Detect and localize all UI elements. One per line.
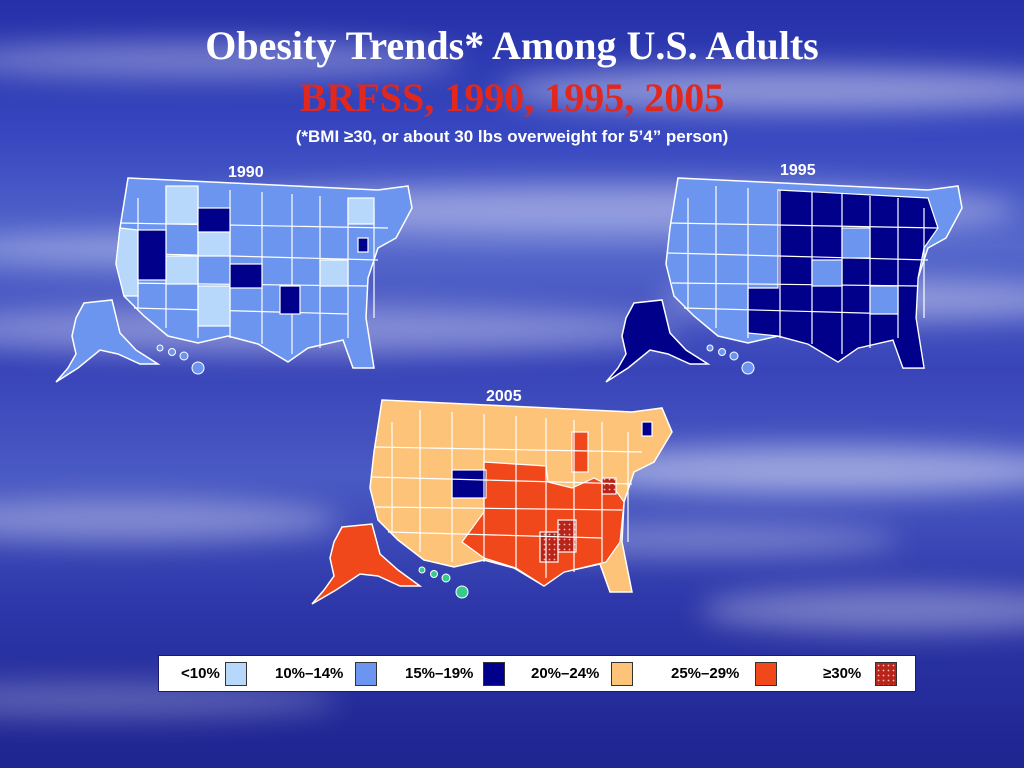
year-label-1995: 1995 [780,162,816,179]
hawaii-1995 [706,344,755,375]
bmi-note: (*BMI ≥30, or about 30 lbs overweight fo… [295,127,729,146]
legend-label: 20%–24% [531,665,600,682]
legend-swatch-dotted [875,662,897,686]
state-grid-2005 [371,410,643,578]
mid-states-1995 [811,227,899,315]
legend-label: 25%–29% [671,665,740,682]
legend-swatch [225,662,247,686]
year-label-1990: 1990 [228,164,264,181]
legend-label: 15%–19% [405,665,474,682]
alaska-1990 [55,299,161,383]
us-map-1995 [605,177,963,383]
legend-swatch [755,662,777,686]
light-states-1990 [115,185,375,327]
legend-label: 10%–14% [275,665,344,682]
contiguous-us-1990 [115,177,413,369]
us-map-1990 [55,177,413,383]
red-states-2005 [461,431,625,587]
page-subtitle: BRFSS, 1990, 1995, 2005 [299,75,725,120]
year-label-2005: 2005 [486,388,522,405]
us-map-2005 [311,399,673,605]
page-title: Obesity Trends* Among U.S. Adults [205,23,819,68]
legend: <10% 10%–14% 15%–19% 20%–24% 25%–29% ≥30… [158,655,916,692]
legend-swatch [483,662,505,686]
legend-label: <10% [181,665,220,682]
dark-states-1990 [137,207,369,315]
hawaii-2005 [418,566,469,599]
legend-swatch [611,662,633,686]
legend-swatch [355,662,377,686]
legend-label: ≥30% [823,665,862,682]
alaska-2005 [311,523,423,605]
blue-states-2005 [451,421,653,499]
alaska-1995 [605,299,711,383]
hawaii-1990 [156,344,205,375]
